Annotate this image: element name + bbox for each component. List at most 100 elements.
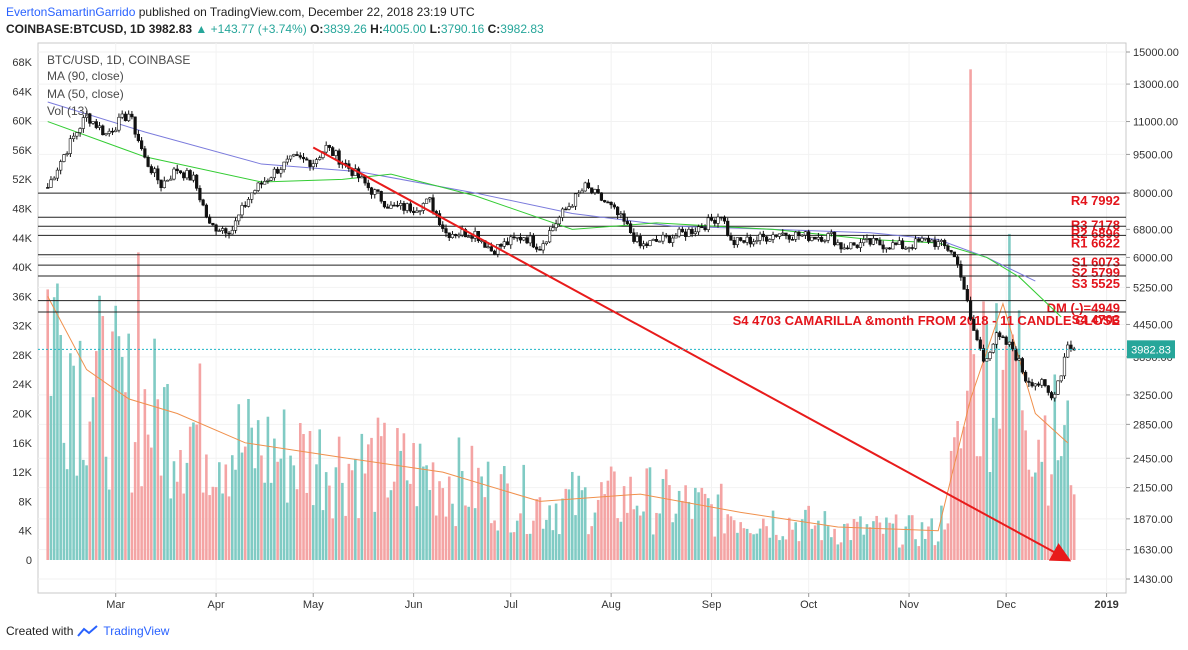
author-link[interactable]: EvertonSamartinGarrido bbox=[6, 5, 136, 19]
volume-bar bbox=[198, 363, 202, 560]
time-tick-label: Aug bbox=[601, 599, 621, 611]
volume-bar bbox=[234, 469, 237, 560]
candle-body bbox=[457, 234, 461, 237]
volume-bar bbox=[230, 455, 234, 560]
volume-bar bbox=[499, 474, 503, 560]
candle-body bbox=[117, 116, 121, 131]
candle-body bbox=[836, 242, 840, 246]
candle-body bbox=[998, 332, 1002, 338]
candle-body bbox=[120, 113, 124, 118]
volume-bar bbox=[114, 305, 118, 560]
candle-body bbox=[68, 138, 72, 154]
candle-body bbox=[217, 230, 221, 232]
volume-bar bbox=[710, 504, 713, 560]
high-label: H: bbox=[370, 22, 383, 36]
candle-body bbox=[862, 239, 866, 244]
candle-body bbox=[399, 203, 403, 206]
candle-body bbox=[968, 300, 973, 320]
trend-line[interactable] bbox=[312, 146, 1072, 562]
candle-body bbox=[253, 190, 257, 194]
volume-bar bbox=[645, 468, 649, 560]
candle-body bbox=[612, 204, 616, 208]
candle-body bbox=[376, 189, 380, 192]
candle-body bbox=[981, 348, 986, 362]
volume-bar bbox=[888, 522, 891, 560]
time-tick-label: Apr bbox=[208, 599, 225, 611]
volume-bar bbox=[564, 488, 568, 560]
volume-bar bbox=[823, 511, 827, 560]
candle-body bbox=[447, 232, 451, 238]
volume-bar bbox=[885, 517, 888, 560]
candle-body bbox=[444, 228, 448, 234]
candle-body bbox=[502, 241, 506, 247]
volume-bar bbox=[804, 509, 807, 560]
volume-bar bbox=[311, 505, 315, 560]
candle-body bbox=[709, 217, 714, 221]
candle-body bbox=[975, 330, 979, 341]
volume-bar bbox=[415, 506, 419, 560]
candle-body bbox=[528, 235, 532, 244]
volume-bar bbox=[269, 482, 273, 560]
price-tick-label: 9500.00 bbox=[1133, 149, 1173, 161]
candle-body bbox=[127, 113, 131, 121]
volume-bar bbox=[104, 456, 108, 560]
volume-bar bbox=[192, 422, 195, 560]
volume-bar bbox=[402, 433, 406, 560]
volume-bar bbox=[162, 387, 166, 560]
volume-bar bbox=[237, 404, 241, 560]
volume-bar bbox=[98, 295, 101, 560]
moving-averages bbox=[47, 101, 1062, 318]
volume-bar bbox=[412, 443, 415, 560]
candle-body bbox=[735, 237, 740, 246]
candle-body bbox=[567, 206, 571, 210]
candle-body bbox=[505, 241, 510, 246]
volume-bar bbox=[483, 497, 487, 560]
candle-body bbox=[282, 161, 286, 170]
volume-bar bbox=[88, 421, 92, 560]
candle-body bbox=[722, 216, 727, 222]
volume-tick-label: 8K bbox=[19, 496, 33, 508]
volume-bar bbox=[920, 522, 924, 560]
volume-bar bbox=[486, 461, 490, 560]
candle-body bbox=[926, 237, 931, 243]
candle-body bbox=[777, 233, 782, 237]
volume-bar bbox=[1008, 233, 1011, 561]
candle-body bbox=[900, 240, 905, 250]
candle-body bbox=[1007, 341, 1012, 345]
candle-body bbox=[512, 236, 516, 239]
volume-bar bbox=[774, 534, 778, 560]
volume-tick-label: 0 bbox=[26, 555, 32, 567]
trend-arrow-line[interactable] bbox=[312, 146, 1072, 562]
volume-bar bbox=[247, 398, 250, 560]
volume-bar bbox=[515, 520, 519, 560]
volume-tick-label: 12K bbox=[12, 467, 32, 479]
volume-bar bbox=[820, 540, 823, 560]
volume-bar bbox=[1056, 460, 1060, 560]
volume-bar bbox=[525, 534, 529, 560]
volume-bar bbox=[616, 518, 619, 560]
volume-bar bbox=[143, 389, 147, 560]
candle-body bbox=[790, 239, 795, 241]
legend-ma90: MA (90, close) bbox=[47, 69, 124, 83]
volume-bar bbox=[431, 462, 435, 560]
candle-body bbox=[622, 213, 626, 222]
level-label: S1 6073 bbox=[1072, 255, 1120, 270]
volume-bar bbox=[512, 532, 516, 560]
candle-body bbox=[1066, 344, 1070, 358]
volume-bar bbox=[130, 492, 134, 560]
candle-body bbox=[713, 220, 717, 224]
candle-body bbox=[101, 125, 105, 136]
volume-bar bbox=[1024, 430, 1027, 560]
price-tick-label: 3250.00 bbox=[1133, 390, 1173, 402]
candle-body bbox=[564, 208, 568, 211]
volume-bar bbox=[276, 461, 279, 560]
tradingview-link[interactable]: TradingView bbox=[103, 624, 170, 638]
candle-body bbox=[292, 154, 296, 157]
volume-bar bbox=[936, 541, 940, 560]
candle-body bbox=[1027, 380, 1031, 383]
volume-bar bbox=[972, 354, 976, 560]
candle-body bbox=[373, 189, 377, 195]
candle-body bbox=[745, 236, 749, 243]
axes: 15000.00 13000.00 11000.00 9500.00 8000.00 68… bbox=[12, 47, 1178, 611]
